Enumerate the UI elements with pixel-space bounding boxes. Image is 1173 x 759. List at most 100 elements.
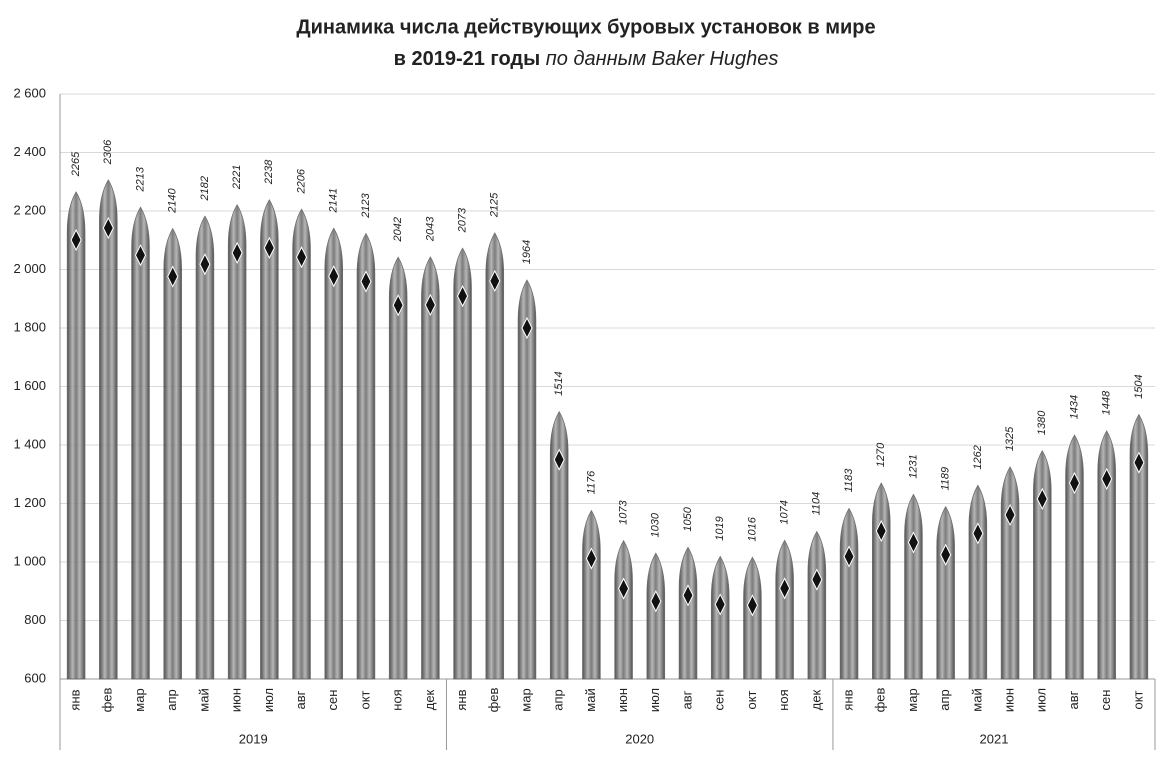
y-tick-label: 1 800 [13, 319, 46, 334]
bar [743, 556, 762, 680]
bar-tip [521, 316, 533, 340]
bar [227, 204, 247, 680]
x-tick-label: янв [840, 689, 855, 710]
x-tick-label: дек [422, 689, 437, 710]
x-tick-label: апр [164, 689, 179, 711]
value-label: 2123 [360, 192, 372, 218]
subtitle-bold: в 2019-21 годы [394, 48, 541, 70]
x-tick-label: окт [1130, 690, 1145, 709]
x-tick-label: май [969, 688, 984, 711]
y-tick-label: 1 600 [13, 378, 46, 393]
bar [421, 256, 440, 680]
bar-tip [714, 593, 726, 616]
bar [807, 530, 827, 680]
x-tick-label: сен [1098, 690, 1113, 711]
bar [163, 227, 182, 680]
x-tick-label: авг [293, 690, 308, 709]
value-label: 1019 [714, 516, 726, 540]
bar-tip [682, 584, 694, 607]
value-label: 2043 [424, 216, 436, 242]
bar-tip [811, 568, 823, 591]
x-tick-label: окт [357, 690, 372, 709]
value-label: 1189 [940, 467, 952, 491]
bar [1129, 413, 1149, 680]
value-label: 2073 [456, 207, 468, 233]
x-tick-label: май [583, 688, 598, 711]
bar [195, 215, 215, 680]
x-tick-label: май [196, 688, 211, 711]
bar-tip [875, 519, 887, 543]
value-label: 1073 [618, 500, 630, 525]
y-tick-label: 2 600 [13, 85, 46, 100]
y-tick-label: 2 200 [13, 202, 46, 217]
value-label: 2182 [199, 176, 211, 201]
bar [131, 206, 150, 680]
bar [582, 509, 601, 680]
x-tick-label: сен [325, 690, 340, 711]
bar-tip [70, 228, 82, 252]
bar [292, 208, 311, 680]
subtitle-italic: по данным Baker Hughes [546, 48, 779, 70]
chart-subtitle: в 2019-21 годы по данным Baker Hughes [394, 48, 779, 70]
bar [871, 482, 891, 680]
bar [324, 227, 344, 680]
bar-tip [1133, 451, 1145, 474]
bar-tip [585, 547, 597, 570]
value-label: 2206 [295, 168, 307, 194]
bar-tip [1101, 467, 1113, 491]
bar-tip [295, 246, 308, 269]
bar-tip [424, 293, 436, 317]
bar-tip [102, 216, 114, 240]
bar [614, 539, 633, 680]
x-tick-label: янв [68, 689, 83, 710]
x-tick-label: мар [518, 688, 533, 711]
x-tick-label: июл [1034, 688, 1049, 712]
bar-tip [553, 448, 565, 471]
bar-tip [392, 294, 404, 317]
x-tick-label: янв [454, 689, 469, 710]
bar [904, 493, 923, 680]
bar-tip [746, 594, 758, 617]
y-tick-label: 800 [24, 612, 46, 627]
value-label: 2221 [231, 165, 243, 190]
group-label: 2019 [239, 731, 268, 746]
x-tick-label: фев [100, 687, 115, 712]
value-label: 1050 [682, 506, 694, 531]
bar-tip [1036, 487, 1048, 510]
value-label: 1030 [650, 512, 662, 537]
bar [99, 179, 118, 680]
bar [936, 505, 955, 680]
x-tick-label: окт [744, 690, 759, 709]
y-tick-label: 1 000 [13, 553, 46, 568]
value-label: 2213 [134, 166, 146, 192]
value-label: 2265 [70, 151, 82, 177]
bar-tip [1004, 503, 1016, 527]
bar-tip [650, 590, 662, 613]
bar-tip [1068, 471, 1081, 495]
x-tick-label: июл [647, 688, 662, 712]
value-label: 1448 [1101, 390, 1113, 415]
value-label: 1380 [1036, 410, 1048, 435]
x-tick-label: ноя [776, 689, 791, 710]
value-label: 2042 [392, 217, 404, 242]
bar-tip [457, 285, 469, 308]
value-label: 1262 [972, 445, 984, 469]
bar [1033, 450, 1052, 680]
chart-title: Динамика числа действующих буровых устан… [296, 16, 875, 38]
value-label: 1104 [811, 492, 823, 516]
bar [710, 555, 730, 680]
x-tick-label: авг [679, 690, 694, 709]
bar-tip [199, 253, 211, 276]
bar [66, 191, 86, 680]
y-tick-label: 2 000 [13, 261, 46, 276]
bar [453, 247, 472, 680]
value-label: 1270 [875, 442, 887, 467]
value-label: 2125 [489, 192, 501, 218]
y-tick-label: 1 200 [13, 495, 46, 510]
bar [388, 256, 408, 680]
y-tick-label: 2 400 [13, 144, 46, 159]
value-label: 1504 [1133, 374, 1145, 398]
value-label: 2140 [167, 187, 179, 213]
bar-tip [231, 241, 243, 264]
